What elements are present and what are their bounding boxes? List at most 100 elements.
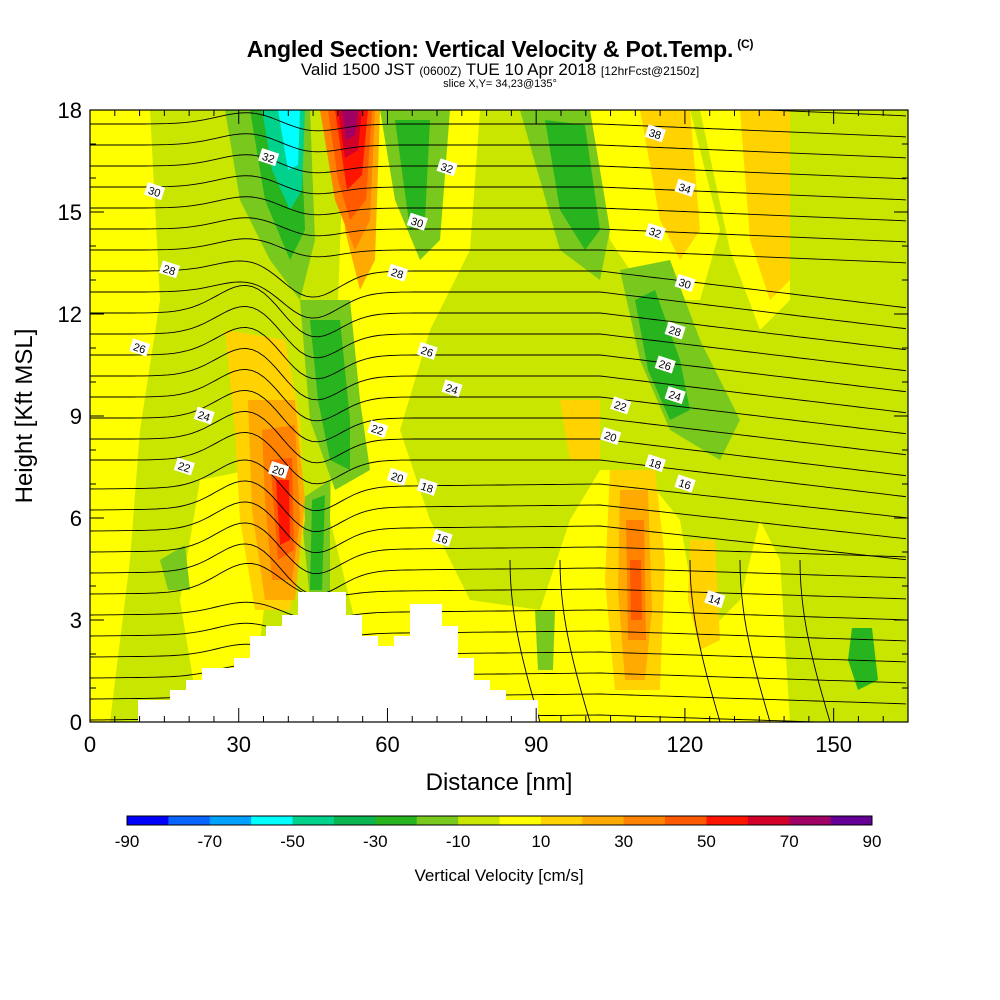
svg-text:26: 26 xyxy=(657,358,672,373)
isentrope-line xyxy=(90,284,907,351)
svg-text:32: 32 xyxy=(647,226,662,241)
svg-text:16: 16 xyxy=(677,477,692,492)
isentrope-line xyxy=(90,389,907,456)
contour-label: 30 xyxy=(144,182,166,200)
colorbar-swatch xyxy=(251,816,294,825)
svg-text:30: 30 xyxy=(409,216,424,231)
colorbar-swatch xyxy=(375,816,418,825)
contour-label: 22 xyxy=(610,396,632,414)
svg-text:28: 28 xyxy=(389,267,404,282)
svg-text:38: 38 xyxy=(647,127,662,142)
x-tick-label: 60 xyxy=(375,732,399,757)
svg-text:28: 28 xyxy=(161,263,176,278)
contour-label: 24 xyxy=(193,406,215,425)
isentrope-line xyxy=(90,459,907,519)
copyright-mark: (C) xyxy=(737,37,754,52)
svg-text:30: 30 xyxy=(677,277,692,292)
isentrope-line xyxy=(90,501,907,561)
svg-text:20: 20 xyxy=(389,471,404,486)
svg-text:28: 28 xyxy=(667,324,682,339)
field-region xyxy=(160,545,190,590)
svg-text:22: 22 xyxy=(176,460,191,475)
colorbar-frame xyxy=(126,815,873,826)
isentrope-line xyxy=(90,368,907,435)
colorbar-tick-label: 70 xyxy=(780,832,799,851)
y-tick-label: 0 xyxy=(70,710,82,735)
isentrope-line xyxy=(90,522,907,575)
colorbar-swatch xyxy=(540,816,583,825)
isentrope-line xyxy=(90,562,907,600)
contour-label: 28 xyxy=(664,321,686,340)
isentrope-line xyxy=(509,559,541,722)
field-region xyxy=(330,110,790,722)
svg-text:22: 22 xyxy=(612,399,627,414)
isentrope-line xyxy=(90,601,907,621)
isentrope-line xyxy=(90,543,907,596)
y-axis-label: Height [Kft MSL] xyxy=(11,329,38,504)
colorbar-swatch xyxy=(333,816,376,825)
field-region xyxy=(395,120,430,230)
x-axis-label: Distance [nm] xyxy=(426,769,573,796)
svg-text:20: 20 xyxy=(603,430,618,445)
colorbar-swatch xyxy=(127,816,169,825)
field-region xyxy=(848,628,878,690)
svg-text:20: 20 xyxy=(270,464,285,479)
colorbar-swatch xyxy=(830,816,873,825)
svg-text:24: 24 xyxy=(444,382,459,397)
x-tick-label: 30 xyxy=(226,732,250,757)
isentrope-line xyxy=(90,643,907,663)
contour-label: 28 xyxy=(386,263,409,282)
isentrope-line xyxy=(90,133,907,159)
contour-label: 22 xyxy=(173,457,195,476)
field-region xyxy=(635,290,690,420)
svg-text:32: 32 xyxy=(260,151,275,166)
y-tick-label: 9 xyxy=(70,404,82,429)
field-region xyxy=(276,480,290,545)
colorbar xyxy=(126,815,873,826)
contour-label: 32 xyxy=(258,148,280,166)
x-tick-label: 0 xyxy=(84,732,96,757)
isentrope-line xyxy=(90,622,907,642)
contour-label: 16 xyxy=(431,528,453,547)
contour-label: 18 xyxy=(416,477,438,496)
contour-label: 38 xyxy=(644,124,666,142)
colorbar-swatch xyxy=(665,816,707,825)
y-tick-label: 18 xyxy=(58,98,82,123)
contour-label: 28 xyxy=(158,260,181,278)
isentrope-line xyxy=(739,559,771,722)
contour-label: 20 xyxy=(600,426,622,445)
terrain-mask xyxy=(138,592,538,722)
colorbar-swatch xyxy=(209,816,252,825)
potential-temperature-contours: 32 30 32 30 28 28 26 26 24 24 22 22 20 20 18 16 38 34 32 30… xyxy=(90,110,907,722)
y-tick-label: 3 xyxy=(70,608,82,633)
x-tick-label: 120 xyxy=(667,732,704,757)
isentrope-line xyxy=(559,559,591,722)
axis-ticks xyxy=(89,109,909,723)
colorbar-swatch xyxy=(499,816,542,825)
y-tick-label: 12 xyxy=(58,302,82,327)
contour-label: 20 xyxy=(386,467,409,486)
field-region xyxy=(310,495,325,590)
isentrope-line xyxy=(90,196,907,222)
contour-label: 26 xyxy=(129,338,151,357)
isentrope-line xyxy=(90,347,907,414)
tick-labels: 0 30 60 90 120 150 0 3 6 9 12 15 18 xyxy=(58,98,852,757)
slice-info: slice X,Y= 34,23@135° xyxy=(443,78,557,90)
colorbar-tick-label: -10 xyxy=(446,832,471,851)
isentrope-line xyxy=(90,112,907,138)
svg-text:22: 22 xyxy=(370,423,385,438)
y-tick-label: 6 xyxy=(70,506,82,531)
colorbar-swatch xyxy=(706,816,749,825)
isentrope-line xyxy=(90,260,907,309)
contour-label: 26 xyxy=(654,355,676,374)
isentrope-line xyxy=(90,431,907,498)
contour-label: 14 xyxy=(704,590,726,608)
colorbar-swatch xyxy=(416,816,459,825)
isentrope-line xyxy=(90,326,907,393)
isentrope-line xyxy=(90,175,907,201)
field-region xyxy=(740,110,790,300)
svg-text:26: 26 xyxy=(132,341,147,356)
isentrope-line xyxy=(799,559,831,722)
field-region xyxy=(90,110,160,722)
isentrope-line xyxy=(90,217,907,243)
